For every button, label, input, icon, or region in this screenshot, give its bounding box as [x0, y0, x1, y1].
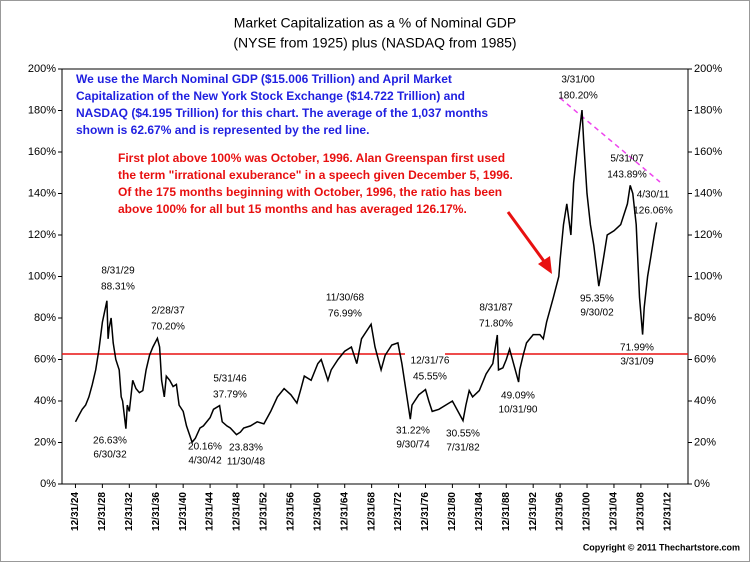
y-tick-label: 100%	[28, 270, 56, 282]
y2-tick-label: 40%	[694, 395, 716, 407]
y2-tick-label: 180%	[694, 104, 722, 116]
annotation-value: 71.99%	[620, 343, 654, 354]
x-tick-label: 12/31/04	[609, 492, 620, 531]
note-blue: Capitalization of the New York Stock Exc…	[76, 89, 465, 103]
copyright: Copyright © 2011 Thechartstore.com	[583, 542, 740, 552]
x-tick-label: 12/31/84	[474, 492, 485, 531]
y-tick-label: 160%	[28, 146, 56, 158]
annotation-date: 6/30/32	[93, 450, 127, 461]
annotation-date: 8/31/29	[101, 266, 135, 277]
y-tick-label: 200%	[28, 63, 56, 75]
annotation-value: 143.89%	[607, 170, 647, 181]
annotation-value: 76.99%	[328, 309, 362, 320]
arrow-head	[538, 256, 552, 274]
x-tick-label: 12/31/76	[420, 492, 431, 531]
y-tick-label: 120%	[28, 229, 56, 241]
annotation-value: 70.20%	[151, 322, 185, 333]
x-tick-label: 12/31/32	[124, 492, 135, 531]
annotation-value: 20.16%	[188, 442, 222, 453]
annotation-date: 8/31/87	[479, 303, 513, 314]
note-red: above 100% for all but 15 months and has…	[118, 202, 467, 216]
y-tick-label: 40%	[34, 395, 56, 407]
x-tick-label: 12/31/72	[393, 492, 404, 531]
y2-tick-label: 0%	[694, 478, 710, 490]
x-tick-label: 12/31/60	[312, 492, 323, 531]
chart-subtitle: (NYSE from 1925) plus (NASDAQ from 1985)	[233, 35, 516, 51]
y2-tick-label: 120%	[694, 229, 722, 241]
annotation-value: 71.80%	[479, 319, 513, 330]
y-tick-label: 0%	[40, 478, 56, 490]
annotation-date: 3/31/09	[620, 357, 654, 368]
annotation-value: 49.09%	[501, 391, 535, 402]
note-blue: shown is 62.67% and is represented by th…	[76, 123, 369, 137]
x-tick-label: 12/31/12	[662, 492, 673, 531]
annotation-date: 2/28/37	[151, 306, 185, 317]
y2-tick-label: 140%	[694, 187, 722, 199]
annotation-value: 180.20%	[558, 91, 598, 102]
x-tick-label: 12/31/28	[97, 492, 108, 531]
annotation-date: 9/30/74	[396, 440, 430, 451]
annotation-date: 7/31/82	[446, 443, 480, 454]
y-tick-label: 80%	[34, 312, 56, 324]
annotation-value: 26.63%	[93, 436, 127, 447]
x-tick-label: 12/31/64	[339, 492, 350, 531]
y-tick-label: 20%	[34, 436, 56, 448]
x-tick-label: 12/31/68	[366, 492, 377, 531]
annotation-value: 23.83%	[229, 443, 263, 454]
x-tick-label: 12/31/96	[555, 492, 566, 531]
note-blue: We use the March Nominal GDP ($15.006 Tr…	[76, 72, 452, 86]
y2-tick-label: 160%	[694, 146, 722, 158]
x-tick-label: 12/31/36	[151, 492, 162, 531]
x-tick-label: 12/31/48	[232, 492, 243, 531]
annotation-value: 95.35%	[580, 294, 614, 305]
annotation-value: 45.55%	[413, 372, 447, 383]
x-tick-label: 12/31/80	[447, 492, 458, 531]
annotation-date: 10/31/90	[499, 405, 538, 416]
annotation-date: 4/30/42	[188, 456, 222, 467]
y2-tick-label: 60%	[694, 353, 716, 365]
x-tick-label: 12/31/92	[528, 492, 539, 531]
y2-tick-label: 20%	[694, 436, 716, 448]
x-tick-label: 12/31/56	[286, 492, 297, 531]
data-line	[74, 110, 658, 444]
arrow	[506, 211, 548, 265]
note-blue: NASDAQ ($4.195 Trillion) for this chart.…	[76, 106, 488, 120]
annotation-date: 3/31/00	[561, 75, 595, 86]
x-tick-label: 12/31/88	[501, 492, 512, 531]
y-tick-label: 180%	[28, 104, 56, 116]
annotation-date: 4/30/11	[637, 190, 670, 201]
y2-tick-label: 100%	[694, 270, 722, 282]
x-tick-label: 12/31/40	[178, 492, 189, 531]
annotation-date: 5/31/07	[610, 154, 644, 165]
y2-tick-label: 200%	[694, 63, 722, 75]
annotation-date: 12/31/76	[411, 356, 450, 367]
y-tick-label: 140%	[28, 187, 56, 199]
trend-line	[559, 97, 661, 183]
x-tick-label: 12/31/24	[70, 492, 81, 531]
x-tick-label: 12/31/08	[636, 492, 647, 531]
annotation-value: 37.79%	[213, 390, 247, 401]
annotation-value: 126.06%	[633, 206, 673, 217]
x-tick-label: 12/31/44	[205, 492, 216, 531]
annotation-date: 9/30/02	[580, 308, 614, 319]
x-tick-label: 12/31/52	[259, 492, 270, 531]
annotation-date: 11/30/48	[227, 457, 266, 468]
y2-tick-label: 80%	[694, 312, 716, 324]
annotation-date: 11/30/68	[326, 293, 365, 304]
annotation-value: 88.31%	[101, 282, 135, 293]
y-tick-label: 60%	[34, 353, 56, 365]
note-red: the term "irrational exuberance" in a sp…	[118, 168, 513, 182]
annotation-date: 5/31/46	[213, 374, 247, 385]
x-tick-label: 12/31/00	[582, 492, 593, 531]
annotation-value: 31.22%	[396, 426, 430, 437]
chart-title: Market Capitalization as a % of Nominal …	[234, 15, 516, 31]
note-red: Of the 175 months beginning with October…	[118, 185, 502, 199]
annotation-value: 30.55%	[446, 429, 480, 440]
note-red: First plot above 100% was October, 1996.…	[118, 151, 505, 165]
